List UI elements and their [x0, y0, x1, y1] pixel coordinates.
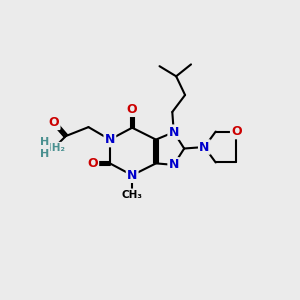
Text: N: N [127, 169, 137, 182]
Text: O: O [87, 157, 98, 170]
Text: N: N [169, 158, 179, 171]
Text: O: O [127, 103, 137, 116]
Text: O: O [231, 125, 242, 138]
Text: O: O [49, 116, 59, 129]
Text: NH₂: NH₂ [43, 143, 65, 153]
Text: H: H [40, 137, 49, 147]
Text: H: H [40, 149, 49, 159]
Text: N: N [169, 126, 179, 139]
Text: CH₃: CH₃ [122, 190, 143, 200]
Text: N: N [199, 140, 210, 154]
Text: N: N [105, 133, 115, 146]
